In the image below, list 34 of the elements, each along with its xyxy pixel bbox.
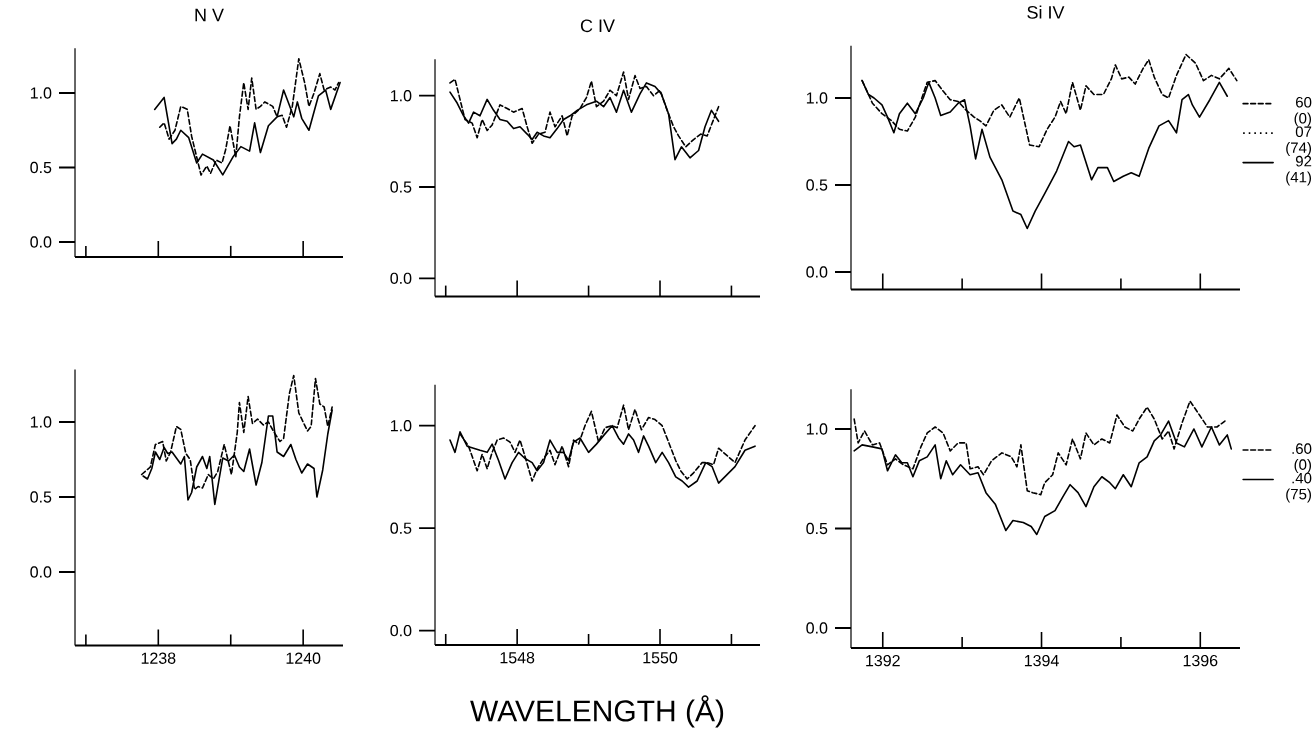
y-tick-label: 1.0 <box>30 87 52 99</box>
y-tick-label: 0.0 <box>30 236 52 248</box>
chart-title: N V <box>195 8 224 22</box>
x-tick-label: 1240 <box>286 652 321 664</box>
legend-label: 60 (0) <box>1294 96 1312 127</box>
y-tick-label: 0.5 <box>30 491 52 503</box>
y-tick-label: 1.0 <box>390 90 412 102</box>
legend-label: .40 (75) <box>1286 472 1312 503</box>
y-tick-label: 0.0 <box>390 624 412 637</box>
y-tick-label: 0.5 <box>30 161 52 174</box>
y-tick-label: 0.5 <box>390 181 412 193</box>
y-tick-label: 0.5 <box>806 522 828 535</box>
legend-label: .60 (0) <box>1292 443 1312 473</box>
chart-title: Si IV <box>1027 5 1065 19</box>
x-tick-label: 1394 <box>1024 654 1059 667</box>
x-tick-label: 1392 <box>866 654 900 667</box>
y-tick-label: 0.0 <box>806 266 828 278</box>
x-tick-label: 1238 <box>141 652 176 664</box>
x-axis-title: WAVELENGTH (Å) <box>470 695 724 728</box>
legend-label: 92 (41) <box>1286 155 1312 186</box>
y-tick-label: 1.0 <box>806 423 828 435</box>
y-tick-label: 1.0 <box>390 420 412 432</box>
y-tick-label: 0.5 <box>390 522 412 534</box>
y-tick-label: 0.0 <box>30 566 52 578</box>
y-tick-label: 0.0 <box>390 272 412 284</box>
y-tick-label: 0.5 <box>806 179 828 191</box>
x-tick-label: 1550 <box>643 652 678 664</box>
chart-title: C IV <box>580 19 615 33</box>
x-tick-label: 1548 <box>500 652 535 664</box>
x-tick-label: 1396 <box>1183 654 1218 667</box>
y-tick-label: 1.0 <box>30 416 52 428</box>
text: 07 (74) <box>1286 126 1312 156</box>
y-tick-label: 0.0 <box>806 622 828 634</box>
y-tick-label: 1.0 <box>806 92 828 104</box>
